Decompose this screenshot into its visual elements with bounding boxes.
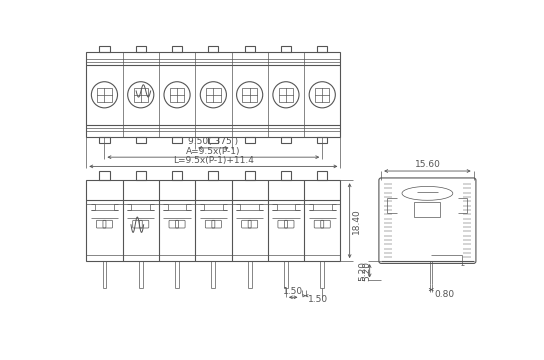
Bar	[281, 46, 291, 53]
Bar	[245, 46, 255, 53]
Text: A=9.5x(P-1): A=9.5x(P-1)	[186, 147, 240, 156]
Text: 1.50: 1.50	[283, 287, 303, 296]
Bar	[208, 171, 219, 180]
Bar	[172, 171, 182, 180]
Bar	[135, 46, 146, 53]
Bar	[100, 46, 109, 53]
Text: 5.20: 5.20	[362, 261, 371, 281]
Bar	[245, 137, 255, 143]
Text: 0.80: 0.80	[434, 290, 454, 299]
Bar	[245, 171, 255, 180]
Bar	[100, 137, 109, 143]
Bar	[135, 137, 146, 143]
Bar	[208, 137, 219, 143]
Text: 5.20: 5.20	[358, 261, 367, 281]
Bar	[135, 171, 146, 180]
Bar	[317, 137, 327, 143]
Bar	[134, 87, 148, 102]
Text: 15.60: 15.60	[415, 161, 440, 170]
Bar	[243, 87, 257, 102]
Bar	[86, 180, 341, 261]
Text: L=9.5x(P-1)+11.4: L=9.5x(P-1)+11.4	[173, 156, 254, 165]
Bar	[206, 87, 220, 102]
Bar	[208, 46, 219, 53]
Text: 1.50: 1.50	[307, 295, 327, 304]
Bar	[172, 46, 182, 53]
Bar	[100, 171, 109, 180]
Bar	[315, 87, 330, 102]
Bar	[86, 53, 341, 137]
Bar	[97, 87, 112, 102]
Bar	[281, 171, 291, 180]
Bar	[317, 171, 327, 180]
Text: 18.40: 18.40	[352, 208, 361, 234]
Bar	[279, 87, 293, 102]
Bar	[170, 87, 184, 102]
Text: 9.50(.375 ): 9.50(.375 )	[188, 138, 238, 147]
Bar	[281, 137, 291, 143]
Bar	[317, 46, 327, 53]
Bar	[415, 202, 440, 217]
Bar	[172, 137, 182, 143]
